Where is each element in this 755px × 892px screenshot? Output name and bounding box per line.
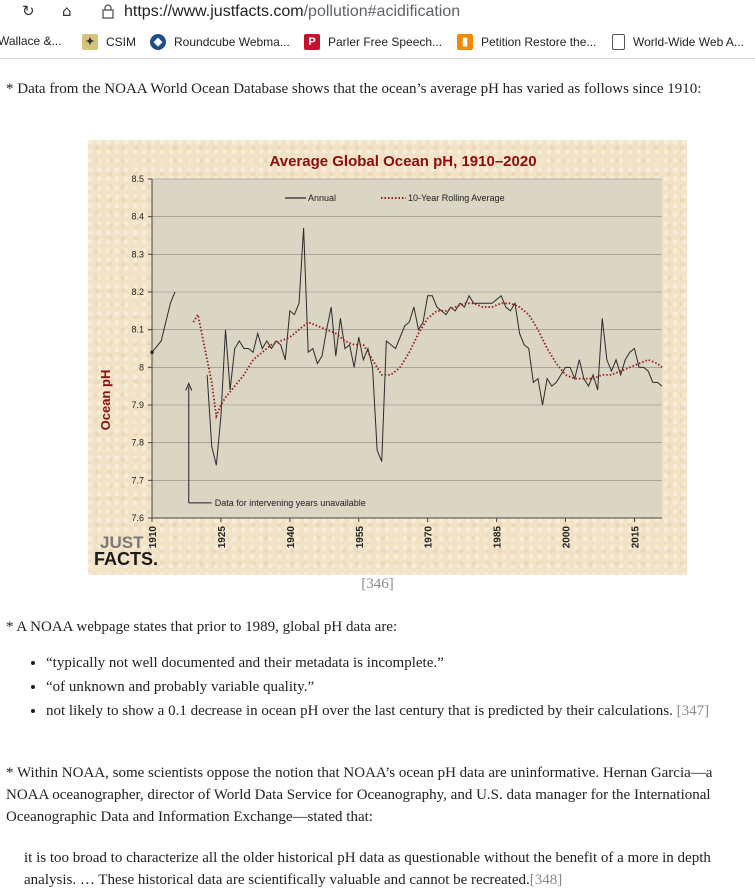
bookmark-item[interactable]: P Parler Free Speech...	[304, 34, 442, 50]
y-tick-label: 8	[139, 362, 144, 372]
y-tick-label: 8.5	[131, 174, 144, 184]
y-tick-label: 8.2	[131, 287, 144, 297]
list-item: not likely to show a 0.1 decrease in oce…	[46, 700, 755, 722]
bookmark-favicon: ▮	[457, 34, 473, 50]
x-tick-label: 1955	[355, 526, 366, 549]
just-facts-logo: JUST FACTS.	[94, 533, 158, 569]
paragraph-garcia: * Within NOAA, some scientists oppose th…	[6, 765, 713, 825]
x-tick-label: 1925	[217, 526, 228, 549]
intro-paragraph: * Data from the NOAA World Ocean Databas…	[6, 81, 702, 97]
ph-chart: Average Global Ocean pH, 1910–2020 7.6 7.…	[88, 140, 687, 575]
blockquote: it is too broad to characterize all the …	[24, 850, 711, 888]
bullet-list: “typically not well documented and their…	[24, 652, 755, 724]
x-tick-label: 1970	[424, 526, 435, 549]
series-annual-line	[206, 227, 663, 466]
address-bar-row: ↻ ⌂ https://www.justfacts.com/pollution#…	[0, 0, 755, 24]
y-tick-label: 7.6	[131, 513, 144, 523]
svg-text:JUST: JUST	[100, 533, 144, 552]
legend-annual-label: Annual	[308, 193, 336, 203]
legend-rolling-label: 10-Year Rolling Average	[408, 193, 505, 203]
x-tick-label: 2015	[630, 526, 641, 549]
bookmark-item[interactable]: ✦ CSIM	[82, 34, 136, 50]
series-rolling-line	[192, 302, 663, 420]
y-tick-label: 8.1	[131, 325, 144, 335]
y-tick-label: 8.4	[131, 212, 144, 222]
chart-citation[interactable]: [346]	[361, 576, 394, 592]
plot-area	[152, 179, 662, 518]
x-tick-label: 2000	[562, 526, 573, 549]
y-tick-label: 7.7	[131, 475, 144, 485]
y-tick-label: 7.9	[131, 400, 144, 410]
bookmarks-bar: Wallace &... ✦ CSIM ◆ Roundcube Webma... P…	[0, 26, 755, 59]
annotation-label: Data for intervening years unavailable	[215, 498, 366, 508]
y-tick-label: 7.8	[131, 438, 144, 448]
chart-svg: Average Global Ocean pH, 1910–2020 7.6 7.…	[94, 153, 663, 569]
y-tick-label: 8.3	[131, 249, 144, 259]
list-item: “typically not well documented and their…	[46, 652, 755, 674]
citation-link[interactable]: [347]	[676, 703, 710, 719]
list-item: “of unknown and probably variable qualit…	[46, 676, 755, 698]
series-annual-line	[151, 291, 176, 353]
legend: Annual 10-Year Rolling Average	[285, 193, 505, 203]
paragraph-noaa-statement: * A NOAA webpage states that prior to 19…	[6, 619, 398, 635]
bookmark-favicon: ◆	[150, 34, 166, 50]
annotation-arrow	[185, 382, 193, 391]
x-tick-label: 1940	[286, 526, 297, 549]
url-field[interactable]: https://www.justfacts.com/pollution#acid…	[124, 3, 461, 20]
bookmark-favicon: P	[304, 34, 320, 50]
svg-text:FACTS.: FACTS.	[94, 549, 158, 569]
citation-link[interactable]: [348]	[529, 872, 563, 888]
bookmark-item[interactable]: Wallace &...	[0, 34, 62, 48]
document-icon	[612, 34, 625, 50]
y-axis-label: Ocean pH	[98, 370, 113, 431]
reload-icon[interactable]: ↻	[22, 2, 35, 20]
bookmark-favicon: ✦	[82, 34, 98, 50]
bookmark-item[interactable]: ▮ Petition Restore the...	[457, 34, 596, 50]
bookmark-item[interactable]: ◆ Roundcube Webma...	[150, 34, 290, 50]
x-tick-label: 1985	[493, 526, 504, 549]
bookmark-item[interactable]: World-Wide Web A...	[612, 34, 744, 50]
chart-title: Average Global Ocean pH, 1910–2020	[269, 153, 536, 170]
home-icon[interactable]: ⌂	[62, 2, 72, 20]
x-tick-label: 1910	[148, 526, 159, 549]
lock-icon	[102, 4, 114, 19]
